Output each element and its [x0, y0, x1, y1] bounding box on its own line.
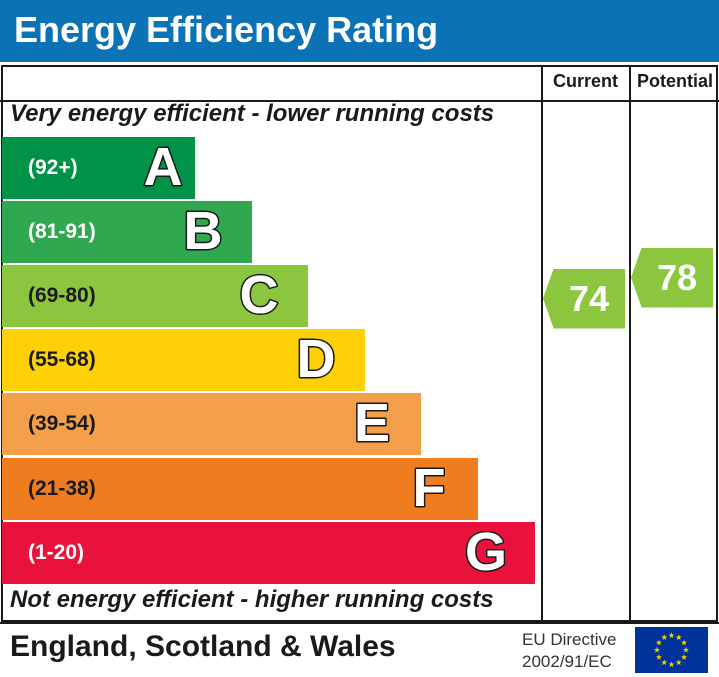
svg-text:G: G: [465, 522, 507, 582]
svg-text:A: A: [144, 137, 183, 197]
svg-text:F: F: [413, 458, 446, 518]
svg-text:B: B: [184, 201, 223, 261]
svg-text:E: E: [354, 393, 390, 453]
svg-text:C: C: [240, 265, 279, 325]
svg-text:D: D: [297, 329, 336, 389]
